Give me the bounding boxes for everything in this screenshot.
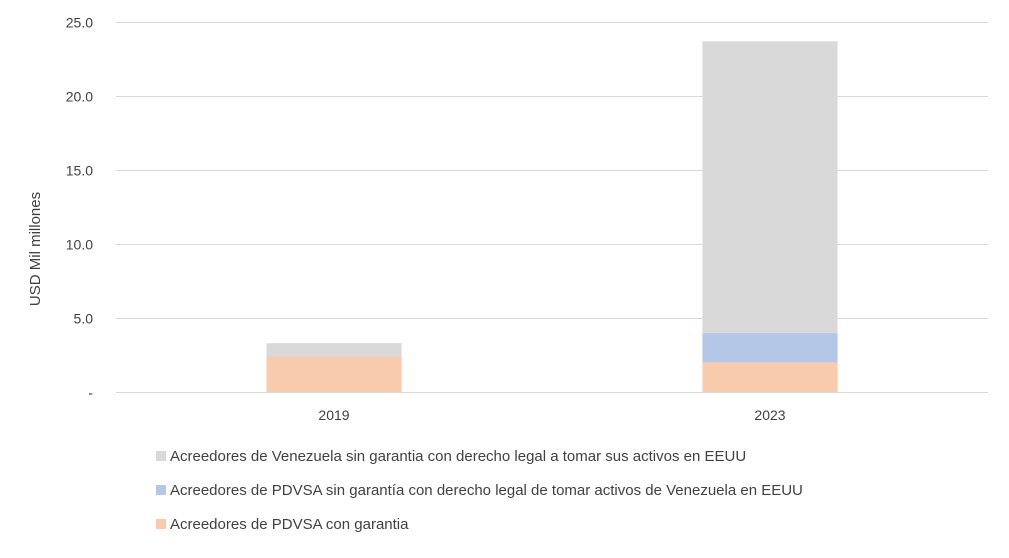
x-tick-label: 2023 [754,407,785,423]
y-tick-label: 5.0 [74,311,94,327]
y-axis-title: USD Mil millones [27,192,44,306]
bar-segment-2019-series-2 [266,343,402,357]
y-axis-ticks: - 5.0 10.0 15.0 20.0 25.0 [66,15,94,401]
bar-segment-2023-series-2 [702,41,838,333]
bar-segment-2023-series-1 [702,332,838,363]
x-tick-label: 2019 [318,407,349,423]
y-tick-label: 10.0 [66,237,93,253]
legend-swatch [156,451,166,461]
legend-label: Acreedores de PDVSA con garantia [170,516,409,533]
legend: Acreedores de Venezuela sin garantia con… [156,448,803,533]
y-tick-label: 25.0 [66,15,93,31]
legend-swatch [156,519,166,529]
gridlines [116,22,988,393]
x-axis-ticks: 2019 2023 [318,407,785,423]
legend-label: Acreedores de Venezuela sin garantia con… [170,448,746,465]
bar-segment-2019-series-0 [266,356,402,392]
y-tick-label: 20.0 [66,89,93,105]
legend-item: Acreedores de PDVSA con garantia [156,516,409,533]
bar-segment-2023-series-0 [702,362,838,392]
legend-item: Acreedores de Venezuela sin garantia con… [156,448,746,465]
y-tick-label: - [88,385,93,401]
legend-swatch [156,485,166,495]
bars [266,41,838,392]
y-tick-label: 15.0 [66,163,93,179]
legend-label: Acreedores de PDVSA sin garantía con der… [170,482,803,499]
legend-item: Acreedores de PDVSA sin garantía con der… [156,482,803,499]
